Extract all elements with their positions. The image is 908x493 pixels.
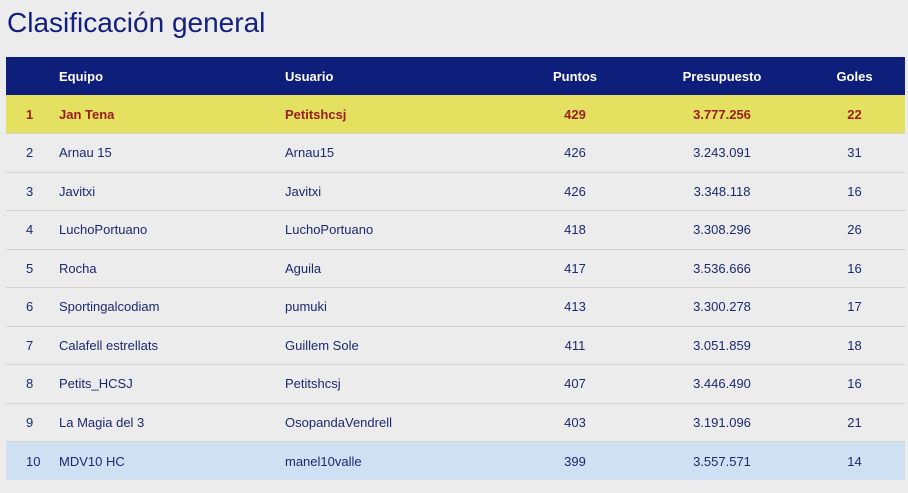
table-row[interactable]: 7 Calafell estrellats Guillem Sole 411 3.051…: [6, 326, 905, 365]
cell-points: 411: [564, 337, 586, 353]
header-budget[interactable]: Presupuesto: [682, 68, 762, 84]
cell-team[interactable]: Petits_HCSJ: [59, 376, 133, 392]
header-user[interactable]: Usuario: [285, 68, 334, 84]
cell-points: 426: [564, 145, 586, 161]
cell-user[interactable]: Arnau15: [285, 145, 335, 161]
cell-goals: 14: [847, 453, 862, 469]
cell-team[interactable]: Javitxi: [59, 183, 96, 199]
cell-budget: 3.348.118: [693, 183, 751, 199]
cell-user[interactable]: Petitshcsj: [285, 106, 347, 122]
cell-points: 429: [564, 106, 586, 122]
standings-body: 1 Jan Tena Petitshcsj 429 3.777.256 22 2 Arnau …: [6, 95, 905, 480]
cell-team[interactable]: LuchoPortuano: [59, 222, 148, 238]
standings-table: Equipo Usuario Puntos Presupuesto Goles …: [6, 57, 905, 480]
cell-team[interactable]: MDV10 HC: [59, 453, 125, 469]
cell-position: 7: [26, 337, 34, 353]
table-row[interactable]: 6 Sportingalcodiam pumuki 413 3.300.278 17: [6, 287, 905, 326]
table-row[interactable]: 2 Arnau 15 Arnau15 426 3.243.091 31: [6, 133, 905, 172]
cell-goals: 26: [847, 222, 862, 238]
cell-budget: 3.446.490: [693, 376, 751, 392]
cell-user[interactable]: Aguila: [285, 260, 322, 276]
cell-position: 2: [26, 145, 34, 161]
cell-goals: 16: [847, 183, 862, 199]
cell-goals: 18: [847, 337, 862, 353]
cell-team[interactable]: Arnau 15: [59, 145, 112, 161]
cell-user[interactable]: Guillem Sole: [285, 337, 359, 353]
cell-points: 399: [564, 453, 586, 469]
cell-budget: 3.308.296: [693, 222, 751, 238]
cell-goals: 22: [847, 106, 862, 122]
cell-position: 1: [26, 106, 34, 122]
cell-position: 3: [26, 183, 34, 199]
cell-team[interactable]: Calafell estrellats: [59, 337, 158, 353]
header-team[interactable]: Equipo: [59, 68, 104, 84]
cell-budget: 3.557.571: [693, 453, 751, 469]
cell-budget: 3.243.091: [693, 145, 751, 161]
header-points[interactable]: Puntos: [552, 68, 598, 84]
table-row[interactable]: 3 Javitxi Javitxi 426 3.348.118 16: [6, 172, 905, 211]
table-row[interactable]: 10 MDV10 HC manel10valle 399 3.557.571 14: [6, 441, 905, 480]
cell-position: 4: [26, 222, 34, 238]
cell-user[interactable]: Javitxi: [285, 183, 322, 199]
cell-team[interactable]: Rocha: [59, 260, 97, 276]
cell-points: 418: [564, 222, 586, 238]
cell-points: 413: [564, 299, 586, 315]
page-title: Clasificación general: [7, 7, 266, 38]
cell-points: 407: [564, 376, 586, 392]
table-row[interactable]: 9 La Magia del 3 OsopandaVendrell 403 3.191.…: [6, 403, 905, 442]
cell-user[interactable]: pumuki: [285, 299, 327, 315]
table-row[interactable]: 5 Rocha Aguila 417 3.536.666 16: [6, 249, 905, 288]
cell-budget: 3.777.256: [693, 106, 751, 122]
cell-goals: 16: [847, 260, 862, 276]
cell-user[interactable]: LuchoPortuano: [285, 222, 374, 238]
cell-position: 9: [26, 414, 34, 430]
table-row[interactable]: 4 LuchoPortuano LuchoPortuano 418 3.308.296 2…: [6, 210, 905, 249]
header-goals[interactable]: Goles: [836, 68, 873, 84]
cell-budget: 3.536.666: [693, 260, 751, 276]
cell-position: 5: [26, 260, 34, 276]
cell-team[interactable]: Sportingalcodiam: [59, 299, 160, 315]
cell-goals: 17: [847, 299, 862, 315]
cell-user[interactable]: OsopandaVendrell: [285, 414, 392, 430]
cell-position: 10: [26, 453, 41, 469]
cell-points: 426: [564, 183, 586, 199]
table-header-row: Equipo Usuario Puntos Presupuesto Goles: [6, 57, 905, 95]
cell-position: 8: [26, 376, 34, 392]
cell-goals: 16: [847, 376, 862, 392]
cell-goals: 21: [847, 414, 862, 430]
cell-points: 403: [564, 414, 586, 430]
cell-budget: 3.300.278: [693, 299, 751, 315]
cell-points: 417: [564, 260, 586, 276]
cell-team[interactable]: Jan Tena: [59, 106, 115, 122]
cell-team[interactable]: La Magia del 3: [59, 414, 145, 430]
cell-user[interactable]: Petitshcsj: [285, 376, 341, 392]
cell-budget: 3.191.096: [693, 414, 751, 430]
table-row[interactable]: 8 Petits_HCSJ Petitshcsj 407 3.446.490 16: [6, 364, 905, 403]
cell-goals: 31: [847, 145, 862, 161]
cell-position: 6: [26, 299, 34, 315]
table-row[interactable]: 1 Jan Tena Petitshcsj 429 3.777.256 22: [6, 95, 905, 134]
header-position: [6, 57, 59, 95]
cell-user[interactable]: manel10valle: [285, 453, 362, 469]
cell-budget: 3.051.859: [693, 337, 751, 353]
